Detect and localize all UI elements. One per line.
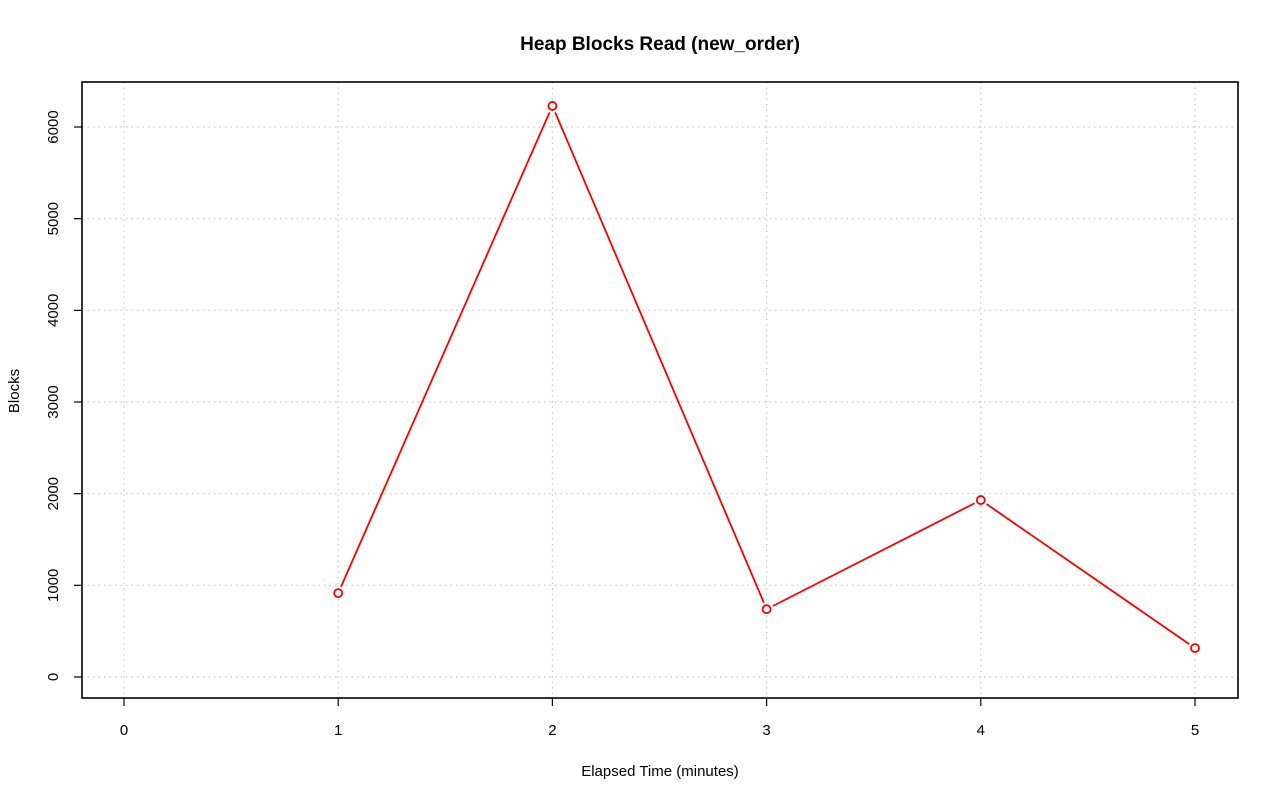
y-tick-label: 2000 (45, 477, 62, 510)
y-tick-label: 0 (45, 673, 62, 681)
plot-frame (81, 81, 1239, 699)
data-point (1190, 643, 1200, 654)
x-tick-label: 0 (120, 722, 128, 739)
x-axis-label: Elapsed Time (minutes) (581, 763, 739, 780)
data-point (547, 101, 558, 111)
series-line-segment (986, 503, 1190, 645)
y-tick-label: 4000 (45, 294, 62, 327)
y-tick-label: 1000 (45, 569, 62, 602)
y-tick-label: 6000 (45, 110, 62, 143)
grid-lines (82, 82, 1238, 698)
series-line-segment (554, 112, 765, 604)
x-tick-label: 5 (1191, 722, 1199, 739)
x-tick-label: 3 (762, 722, 770, 739)
x-tick-label: 4 (977, 722, 985, 739)
x-tick-label: 2 (548, 722, 556, 739)
axes: 0 1 2 3 4 5 0 1000 2000 3000 4000 5000 6000 (45, 110, 1199, 739)
data-point (761, 604, 772, 615)
y-tick-label: 3000 (45, 385, 62, 418)
x-tick-label: 1 (334, 722, 342, 739)
chart-title: Heap Blocks Read (new_order) (520, 34, 800, 55)
series-layer (333, 101, 1200, 654)
series-line-segment (340, 111, 551, 588)
data-point (975, 495, 986, 505)
y-tick-label: 5000 (45, 202, 62, 235)
y-axis-label: Blocks (6, 369, 23, 413)
data-point (333, 588, 344, 599)
series-line-segment (772, 502, 975, 607)
